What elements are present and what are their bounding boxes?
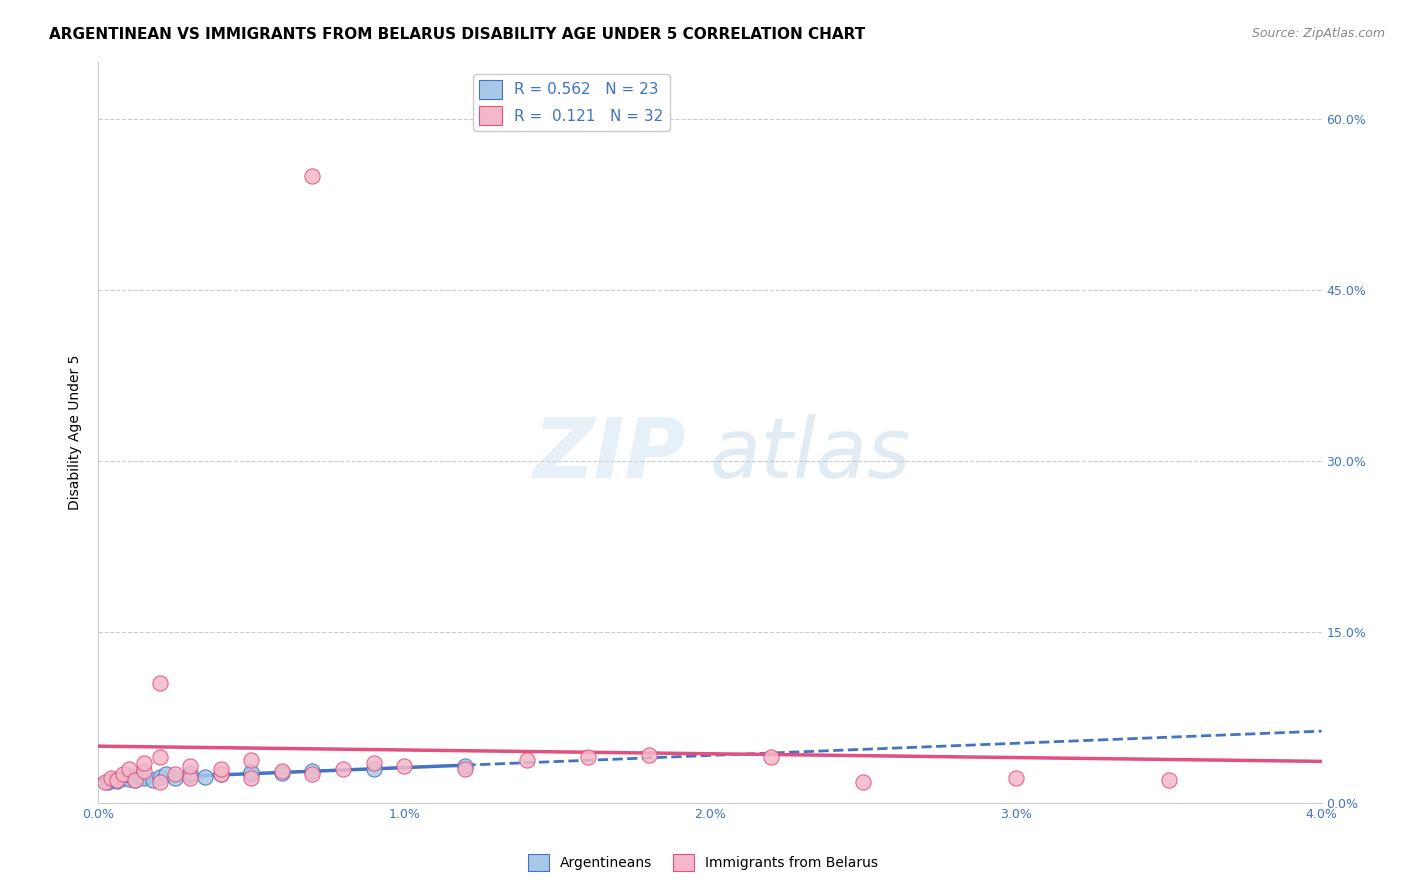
Point [363, 756, 385, 770]
Point [149, 770, 172, 784]
Point [111, 771, 134, 785]
Point [118, 768, 141, 782]
Point [270, 766, 294, 780]
Point [134, 756, 156, 770]
Point [118, 762, 141, 776]
Point [332, 762, 354, 776]
Point [93, 775, 115, 789]
Point [179, 771, 201, 785]
Point [270, 764, 294, 778]
Point [163, 771, 186, 785]
Point [142, 772, 165, 787]
Point [637, 747, 661, 762]
Point [179, 768, 201, 782]
Point [155, 767, 177, 781]
Point [124, 772, 146, 787]
Point [209, 762, 232, 776]
Legend: Argentineans, Immigrants from Belarus: Argentineans, Immigrants from Belarus [523, 848, 883, 876]
Point [301, 169, 323, 184]
Point [100, 771, 122, 785]
Text: Source: ZipAtlas.com: Source: ZipAtlas.com [1251, 27, 1385, 40]
Point [240, 765, 263, 780]
Point [1004, 771, 1026, 785]
Point [454, 759, 477, 773]
Point [209, 767, 232, 781]
Point [516, 752, 538, 766]
Point [194, 770, 217, 784]
Point [134, 764, 156, 778]
Point [240, 767, 263, 781]
Point [111, 767, 134, 781]
Point [179, 759, 201, 773]
Point [759, 750, 782, 764]
Point [103, 772, 125, 787]
Point [301, 767, 323, 781]
Point [301, 764, 323, 778]
Point [852, 775, 875, 789]
Y-axis label: Disability Age Under 5: Disability Age Under 5 [69, 355, 83, 510]
Point [149, 775, 172, 789]
Point [134, 771, 156, 785]
Point [97, 775, 120, 789]
Point [392, 759, 416, 773]
Point [454, 762, 477, 776]
Text: ZIP: ZIP [533, 414, 686, 495]
Point [240, 771, 263, 785]
Point [363, 762, 385, 776]
Point [149, 676, 172, 690]
Point [179, 766, 201, 780]
Point [129, 770, 152, 784]
Point [209, 767, 232, 781]
Point [1157, 772, 1180, 787]
Point [576, 750, 599, 764]
Point [124, 772, 146, 787]
Text: atlas: atlas [710, 414, 911, 495]
Point [118, 772, 141, 786]
Text: ARGENTINEAN VS IMMIGRANTS FROM BELARUS DISABILITY AGE UNDER 5 CORRELATION CHART: ARGENTINEAN VS IMMIGRANTS FROM BELARUS D… [49, 27, 866, 42]
Point [163, 767, 186, 781]
Point [105, 774, 128, 789]
Point [240, 752, 263, 766]
Legend: R = 0.562   N = 23, R =  0.121   N = 32: R = 0.562 N = 23, R = 0.121 N = 32 [472, 74, 669, 131]
Point [105, 772, 128, 787]
Point [149, 750, 172, 764]
